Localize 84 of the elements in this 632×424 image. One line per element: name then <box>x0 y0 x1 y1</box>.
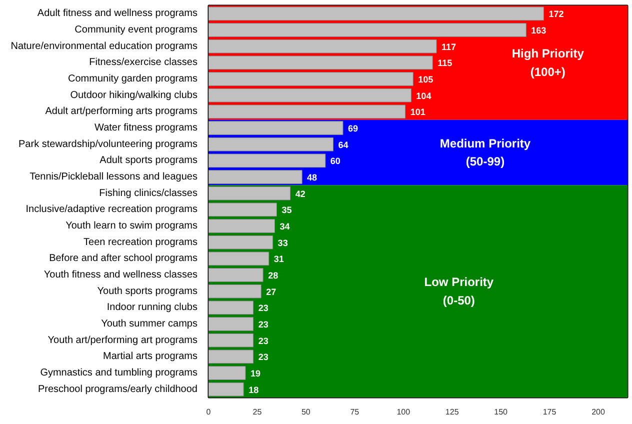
data-label: 104 <box>416 90 432 101</box>
bar <box>208 300 254 315</box>
data-label: 101 <box>410 107 426 118</box>
x-tick-label: 150 <box>494 408 508 416</box>
band-label: Medium Priority (50-99) <box>440 136 531 169</box>
x-tick-label: 75 <box>350 408 360 416</box>
bar <box>208 350 254 364</box>
bar <box>208 202 277 217</box>
y-tick-label: Fishing clinics/classes <box>99 188 198 199</box>
bar <box>208 137 334 152</box>
y-tick-label: Preschool programs/early childhood <box>38 384 198 395</box>
y-tick-label: Youth art/performing art programs <box>48 334 198 346</box>
data-label: 35 <box>282 205 292 216</box>
data-label: 172 <box>548 9 564 20</box>
x-tick-label: 175 <box>542 408 557 416</box>
bar <box>208 88 412 102</box>
data-label: 27 <box>266 286 276 297</box>
data-label: 48 <box>307 172 318 182</box>
bar <box>208 170 302 184</box>
bar <box>208 252 270 266</box>
y-tick-label: Community garden programs <box>68 74 198 84</box>
band-label: High Priority (100+) <box>512 46 584 79</box>
data-label: 163 <box>531 26 546 36</box>
y-tick-label: Inclusive/adaptive recreation programs <box>26 204 198 216</box>
data-label: 19 <box>250 368 261 378</box>
data-label: 69 <box>348 124 358 134</box>
y-tick-label: Martial arts programs <box>103 351 198 362</box>
bar <box>208 382 244 396</box>
x-tick-label: 0 <box>206 408 212 416</box>
bar <box>208 56 433 70</box>
data-label: 31 <box>274 254 284 264</box>
bar <box>208 284 262 298</box>
x-tick-label: 200 <box>592 408 606 416</box>
bar <box>208 186 291 200</box>
bar <box>208 268 264 282</box>
bar <box>208 219 276 233</box>
data-label: 33 <box>278 238 288 248</box>
y-tick-label: Community event programs <box>74 24 198 36</box>
y-tick-label: Fitness/exercise classes <box>89 57 198 68</box>
band-label: Low Priority (0-50) <box>424 275 494 308</box>
data-label: 42 <box>295 188 306 199</box>
bar <box>208 154 326 168</box>
bar <box>208 333 254 348</box>
bar <box>208 104 406 119</box>
bar <box>208 121 344 135</box>
y-tick-label: Adult fitness and wellness programs <box>37 8 198 20</box>
bar <box>208 366 246 380</box>
x-tick-label: 125 <box>445 408 460 416</box>
bar <box>208 235 274 250</box>
data-label: 23 <box>258 320 268 330</box>
bar <box>208 6 544 21</box>
y-tick-label: Youth summer camps <box>101 318 198 330</box>
y-tick-label: Adult sports programs <box>100 155 198 166</box>
y-tick-label: Indoor running clubs <box>106 302 198 314</box>
x-tick-label: 100 <box>396 408 411 416</box>
data-label: 34 <box>280 222 290 232</box>
y-tick-label: Tennis/Pickleball lessons and leagues <box>30 172 198 182</box>
y-tick-label: Youth sports programs <box>97 286 198 297</box>
y-tick-label: Teen recreation programs <box>84 236 198 248</box>
y-tick-label: Outdoor hiking/walking clubs <box>70 90 198 101</box>
bar <box>208 317 254 331</box>
y-tick-label: Gymnastics and tumbling programs <box>40 368 198 378</box>
bar <box>208 23 526 37</box>
data-label: 60 <box>330 156 340 166</box>
data-label: 64 <box>338 140 348 150</box>
y-tick-label: Adult art/performing arts programs <box>45 106 198 118</box>
data-label: 18 <box>248 384 259 395</box>
data-label: 23 <box>258 352 268 362</box>
y-tick-label: Park stewardship/volunteering programs <box>18 138 198 150</box>
data-label: 117 <box>442 42 456 52</box>
y-tick-label: Youth learn to swim programs <box>66 220 198 232</box>
data-label: 105 <box>418 74 434 84</box>
y-tick-label: Youth fitness and wellness classes <box>44 270 198 280</box>
x-tick-label: 25 <box>252 408 262 416</box>
data-label: 23 <box>258 303 268 314</box>
data-label: 28 <box>268 270 278 280</box>
data-label: 23 <box>258 336 268 346</box>
y-tick-label: Before and after school programs <box>49 253 198 264</box>
data-label: 115 <box>438 58 452 68</box>
bar <box>208 39 437 54</box>
y-tick-label: Nature/environmental education programs <box>10 40 198 52</box>
bar <box>208 72 414 86</box>
y-tick-label: Water fitness programs <box>94 122 198 134</box>
x-tick-label: 50 <box>301 408 311 416</box>
